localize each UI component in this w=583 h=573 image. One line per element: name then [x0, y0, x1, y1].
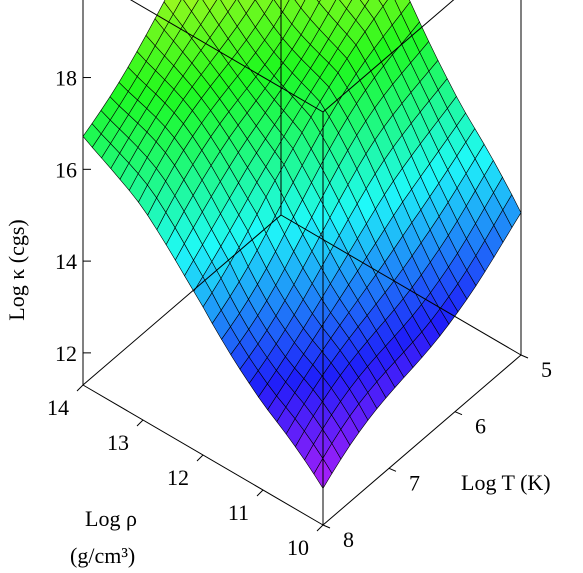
rho-tick-label: 12 [167, 465, 189, 490]
z-tick-label: 16 [55, 157, 77, 182]
rho-axis: 14 13 12 11 10 [47, 384, 324, 560]
t-tick-mark [520, 354, 529, 359]
t-axis: 5 6 7 8 [322, 354, 552, 552]
rho-tick-mark [196, 454, 204, 462]
rho-tick-mark [76, 384, 84, 392]
surface-cell [163, 0, 182, 15]
rho-tick-mark [256, 489, 264, 497]
surface-cell [339, 0, 352, 10]
rho-tick-label: 11 [228, 500, 249, 525]
surface-cell [202, 0, 217, 12]
surface-cell [273, 0, 290, 13]
surface-cell [183, 0, 199, 12]
rho-tick-label: 10 [287, 535, 309, 560]
t-tick-label: 8 [343, 527, 354, 552]
t-axis-label: Log T (K) [461, 470, 551, 495]
surface-cell [394, 0, 411, 14]
surface-mesh [82, 0, 522, 489]
rho-tick-mark [316, 524, 324, 532]
z-tick-label: 18 [55, 66, 77, 91]
box-edge [280, 214, 522, 356]
box-edge [130, 0, 324, 113]
t-tick-mark [322, 524, 331, 529]
box-edge [322, 0, 455, 113]
rho-axis-label-line2: (g/cm³) [70, 543, 135, 568]
z-tick-label: 14 [55, 249, 77, 274]
rho-tick-label: 14 [47, 395, 69, 420]
rho-tick-label: 13 [107, 430, 129, 455]
box-edge [322, 354, 522, 526]
t-tick-mark [388, 467, 397, 472]
plot-box [82, 0, 522, 526]
box-edge [82, 214, 282, 386]
surface-cell [255, 0, 274, 15]
t-tick-mark [454, 411, 463, 416]
surface-cell [359, 0, 370, 7]
t-tick-label: 7 [409, 470, 420, 495]
z-axis: 2018161412 [55, 66, 91, 366]
rho-axis-label-line1: Log ρ [85, 506, 137, 531]
surface-cell [237, 0, 256, 14]
z-tick-label: 12 [55, 341, 77, 366]
surface-cell [220, 0, 237, 13]
t-tick-label: 5 [541, 357, 552, 382]
t-tick-label: 6 [475, 414, 486, 439]
surface-cell [294, 0, 306, 9]
surface-cell [378, 0, 388, 7]
surface-cell [316, 0, 321, 3]
rho-tick-mark [136, 419, 144, 427]
z-axis-label: Log κ (cgs) [4, 219, 29, 321]
